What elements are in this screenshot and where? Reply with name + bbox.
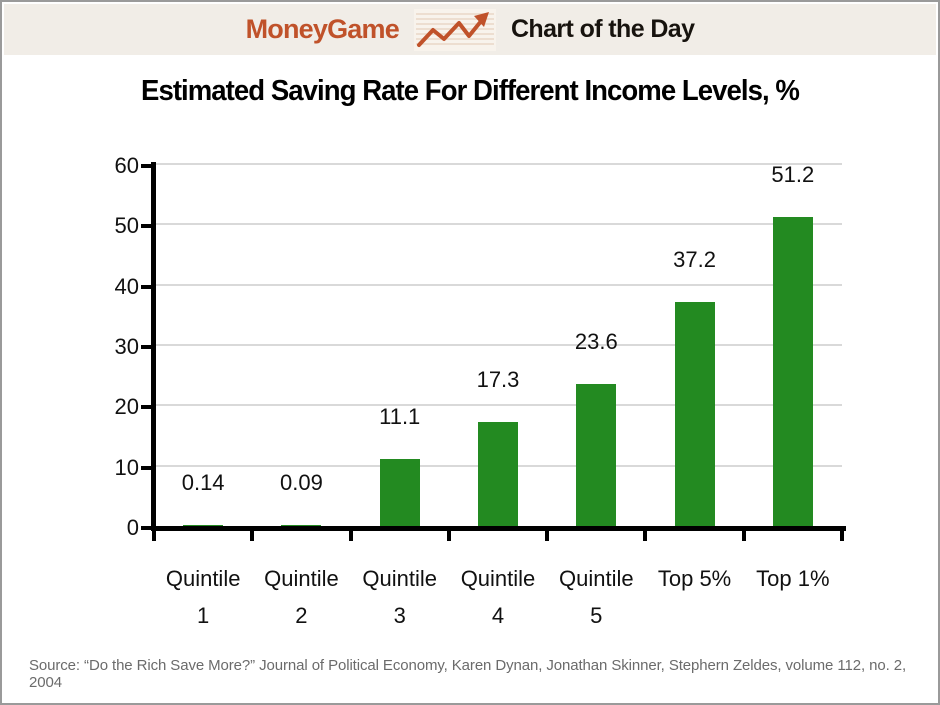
brand-logo-text: MoneyGame (245, 14, 400, 44)
y-axis-tick-label: 10 (114, 454, 139, 480)
gridline (154, 163, 842, 165)
x-axis-line (151, 526, 846, 531)
x-axis-tick (446, 531, 451, 541)
x-axis-tick (643, 531, 648, 541)
x-axis-tick (545, 531, 550, 541)
trend-line-icon (413, 8, 496, 51)
y-axis-tick-label: 20 (114, 394, 139, 420)
bar-value-label: 37.2 (673, 246, 716, 272)
x-axis-category-label: Quintile 1 (165, 566, 241, 628)
y-axis-tick (141, 224, 151, 229)
y-axis-tick-label: 60 (114, 153, 139, 178)
x-axis-tick (152, 531, 156, 541)
y-axis-tick-label: 0 (126, 515, 139, 540)
gridline (154, 404, 842, 407)
bar (576, 383, 617, 526)
bar-value-label: 11.1 (379, 404, 421, 430)
header-title: Chart of the Day (510, 15, 695, 43)
x-axis-category-label: Top 1% (756, 566, 830, 591)
x-axis-category-label: Quintile 5 (558, 566, 634, 628)
x-axis-tick (348, 531, 353, 541)
gridline (154, 223, 842, 226)
x-axis-category-label: Quintile 4 (460, 566, 536, 628)
source-citation: Source: “Do the Rich Save More?” Journal… (29, 657, 907, 691)
bar-value-label: 17.3 (476, 366, 520, 392)
bar-value-label: 23.6 (574, 328, 618, 354)
y-axis-tick (141, 164, 151, 168)
bar (674, 301, 715, 526)
header-banner: MoneyGame Chart of the Day (4, 4, 936, 55)
bar-value-label: 51.2 (771, 162, 815, 188)
bar (478, 421, 518, 526)
bar-value-label: 0.14 (181, 470, 225, 496)
y-axis-tick (141, 405, 151, 410)
gridline (154, 283, 842, 286)
bar (772, 217, 813, 526)
x-axis-category-label: Quintile 2 (264, 566, 339, 628)
y-axis-tick (141, 526, 151, 530)
y-axis-tick-label: 30 (114, 334, 139, 359)
gridline (154, 344, 842, 346)
x-axis-tick (250, 531, 255, 541)
y-axis-line (151, 162, 156, 531)
x-axis-category-label: Quintile 3 (362, 566, 437, 628)
y-axis-tick-label: 40 (114, 273, 139, 299)
y-axis-tick (141, 284, 151, 289)
y-axis-tick (141, 465, 151, 470)
bar-value-label: 0.09 (280, 470, 323, 496)
bar (281, 525, 322, 526)
bar (379, 459, 420, 526)
chart-title: Estimated Saving Rate For Different Inco… (141, 75, 800, 107)
x-axis-category-label: Top 5% (657, 566, 732, 591)
x-axis-tick (741, 531, 746, 541)
bar (183, 525, 224, 526)
x-axis-tick (840, 531, 844, 541)
y-axis-tick (141, 345, 151, 349)
y-axis-tick-label: 50 (114, 213, 139, 239)
